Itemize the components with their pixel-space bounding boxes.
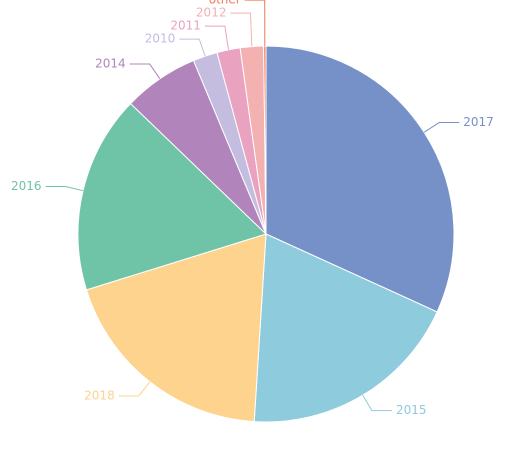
slice-label: 2017 (463, 115, 494, 129)
slice-label: 2010 (145, 32, 176, 46)
label-line (423, 122, 460, 133)
label-line (179, 38, 206, 57)
slice-label: 2015 (396, 403, 427, 417)
label-line (204, 25, 229, 50)
slice-label: 2011 (170, 19, 201, 33)
label-line (362, 394, 392, 412)
slice-label: 2018 (84, 388, 115, 402)
slice-label: 2014 (95, 56, 126, 70)
slice-label: 2012 (196, 6, 227, 20)
slice-label: other (209, 0, 241, 7)
slice-label: 2016 (11, 179, 42, 193)
label-line (118, 381, 151, 397)
label-line (244, 0, 266, 47)
pie-slice (265, 45, 455, 313)
label-line (230, 12, 253, 47)
label-line (45, 186, 84, 192)
label-line (129, 63, 161, 80)
